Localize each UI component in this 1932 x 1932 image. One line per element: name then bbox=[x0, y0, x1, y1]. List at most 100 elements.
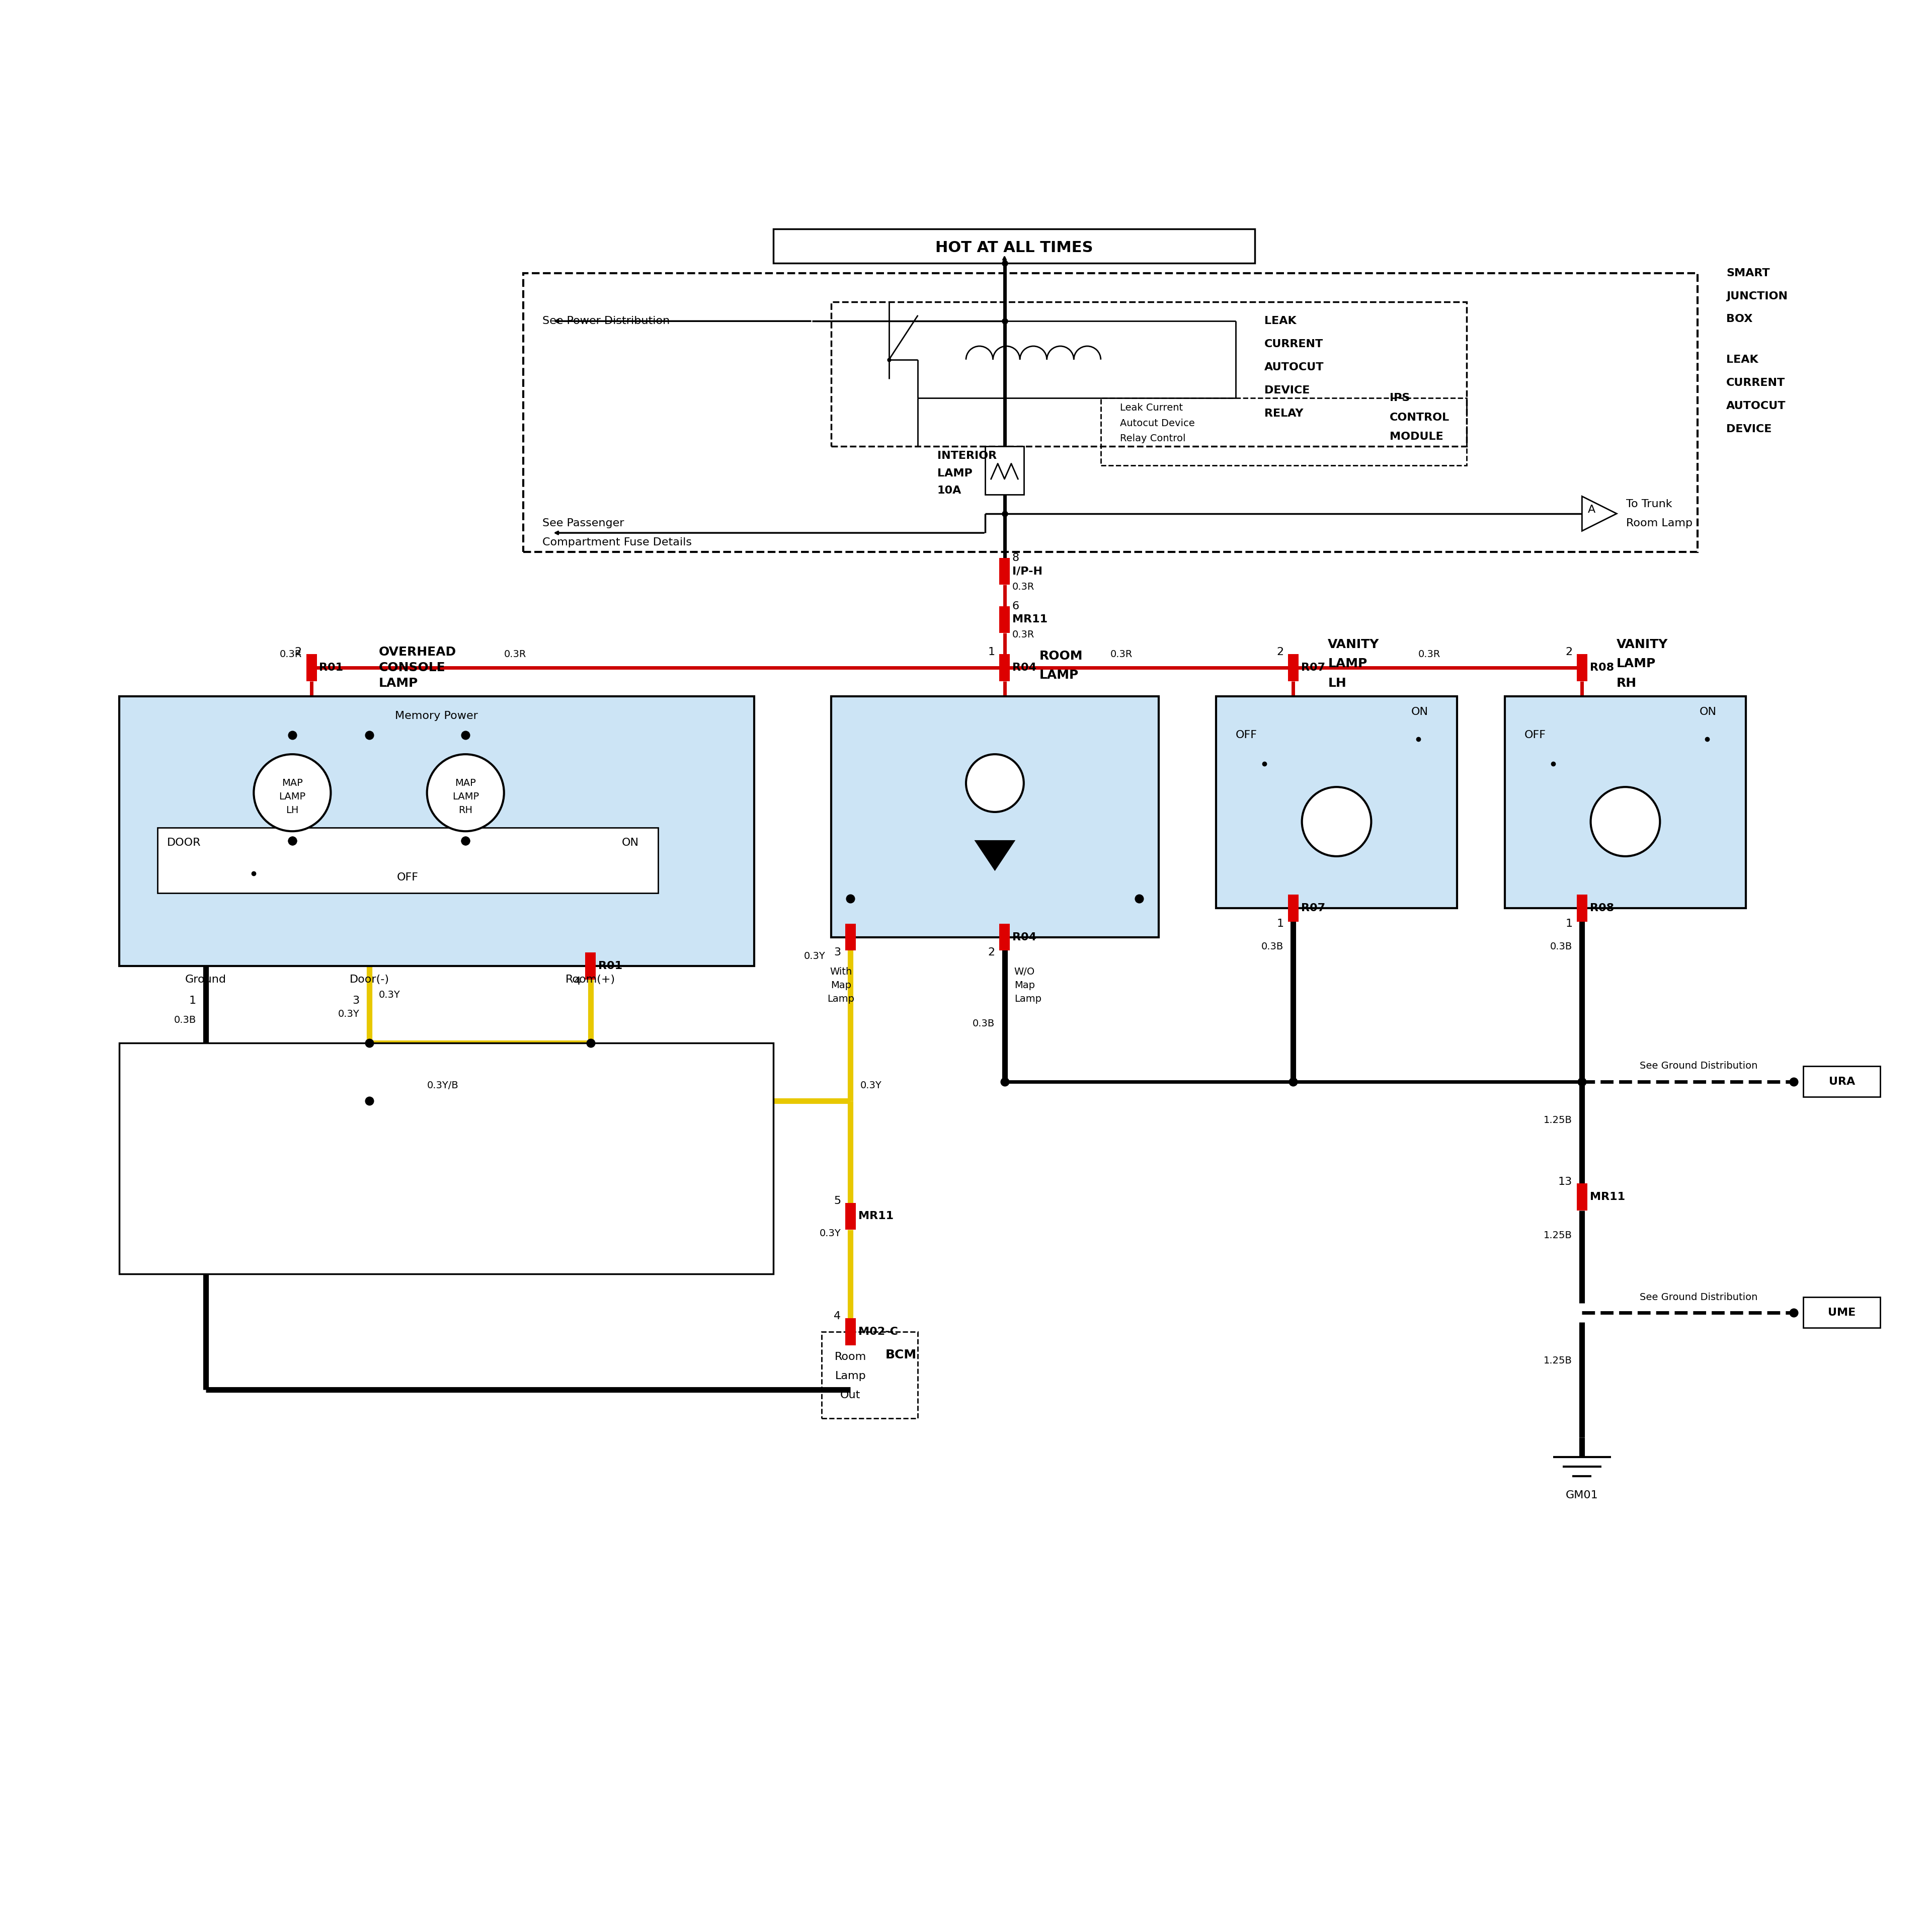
Bar bbox=[1217, 697, 1457, 908]
Text: See Ground Distribution: See Ground Distribution bbox=[1640, 1061, 1758, 1070]
Text: OFF: OFF bbox=[1524, 730, 1546, 740]
Text: 1.25B: 1.25B bbox=[1544, 1115, 1573, 1124]
Bar bbox=[844, 923, 856, 951]
Text: ON: ON bbox=[1700, 707, 1718, 717]
Text: See Passenger: See Passenger bbox=[543, 518, 624, 527]
Text: Lamp: Lamp bbox=[1014, 993, 1041, 1003]
Text: 0.3Y: 0.3Y bbox=[379, 989, 400, 999]
Text: MAP: MAP bbox=[282, 779, 303, 788]
Text: W/O: W/O bbox=[1014, 968, 1036, 976]
Text: R01: R01 bbox=[319, 663, 344, 672]
Text: DEVICE: DEVICE bbox=[1264, 384, 1310, 396]
Text: 0.3Y: 0.3Y bbox=[338, 1009, 359, 1018]
Text: 3: 3 bbox=[352, 995, 359, 1007]
Text: LAMP: LAMP bbox=[379, 676, 417, 690]
Bar bbox=[831, 697, 1159, 937]
Text: LEAK: LEAK bbox=[1264, 317, 1296, 327]
Bar bbox=[1803, 1296, 1880, 1327]
Text: R01: R01 bbox=[599, 960, 622, 972]
Bar bbox=[1803, 1066, 1880, 1097]
Text: OFF: OFF bbox=[1235, 730, 1258, 740]
Text: A: A bbox=[1588, 504, 1596, 514]
Bar bbox=[120, 1043, 773, 1273]
Text: 0.3Y: 0.3Y bbox=[860, 1080, 881, 1090]
Text: JUNCTION: JUNCTION bbox=[1727, 292, 1787, 301]
Text: 0.3R: 0.3R bbox=[1012, 630, 1034, 639]
Bar bbox=[844, 1204, 856, 1231]
Text: LH: LH bbox=[1327, 676, 1347, 690]
Bar bbox=[999, 923, 1010, 951]
Text: CURRENT: CURRENT bbox=[1264, 340, 1323, 350]
Text: 2: 2 bbox=[1277, 647, 1283, 657]
Text: MR11: MR11 bbox=[1590, 1192, 1625, 1202]
Text: 0.3R: 0.3R bbox=[1012, 582, 1034, 591]
Text: R04: R04 bbox=[1012, 663, 1036, 672]
Bar bbox=[524, 272, 1698, 553]
Text: CONTROL: CONTROL bbox=[1389, 412, 1449, 423]
Text: R08: R08 bbox=[1590, 663, 1613, 672]
Text: R07: R07 bbox=[1300, 663, 1325, 672]
Text: MODULE: MODULE bbox=[1389, 431, 1443, 442]
Text: OFF: OFF bbox=[396, 873, 419, 883]
Circle shape bbox=[253, 753, 330, 831]
Text: ON: ON bbox=[1410, 707, 1428, 717]
Circle shape bbox=[1302, 786, 1372, 856]
Text: To Trunk: To Trunk bbox=[1627, 498, 1673, 508]
Text: Autocut Device: Autocut Device bbox=[1121, 419, 1194, 427]
Text: 0.3B: 0.3B bbox=[1549, 943, 1573, 952]
Text: 8: 8 bbox=[1012, 553, 1020, 562]
Text: DEVICE: DEVICE bbox=[1727, 423, 1772, 435]
Text: BCM: BCM bbox=[885, 1349, 916, 1360]
Text: Relay Control: Relay Control bbox=[1121, 435, 1186, 442]
Text: CONSOLE: CONSOLE bbox=[379, 661, 446, 674]
Text: Map: Map bbox=[831, 980, 852, 989]
Text: Out: Out bbox=[840, 1391, 860, 1401]
Text: Room Lamp: Room Lamp bbox=[1627, 518, 1692, 527]
Text: 2: 2 bbox=[296, 647, 301, 657]
Bar bbox=[120, 697, 753, 966]
Bar bbox=[1289, 895, 1298, 922]
Text: RELAY: RELAY bbox=[1264, 408, 1304, 419]
Bar bbox=[1505, 697, 1747, 908]
Text: MAP: MAP bbox=[456, 779, 475, 788]
Text: 2: 2 bbox=[1565, 647, 1573, 657]
Text: AUTOCUT: AUTOCUT bbox=[1727, 400, 1785, 412]
Text: ON: ON bbox=[622, 838, 639, 848]
Text: Room: Room bbox=[835, 1352, 866, 1362]
Bar bbox=[999, 607, 1010, 634]
Text: HOT AT ALL TIMES: HOT AT ALL TIMES bbox=[935, 242, 1094, 255]
Text: ROOM: ROOM bbox=[1039, 649, 1082, 663]
Text: 0.3Y: 0.3Y bbox=[819, 1229, 840, 1238]
Text: LAMP: LAMP bbox=[1617, 657, 1656, 670]
Text: 1: 1 bbox=[1277, 918, 1283, 929]
Text: 1: 1 bbox=[189, 995, 195, 1007]
Bar bbox=[831, 301, 1466, 446]
Text: 5: 5 bbox=[835, 1196, 840, 1206]
Bar bbox=[821, 1331, 918, 1418]
Bar bbox=[1577, 1184, 1588, 1211]
Text: M02-C: M02-C bbox=[858, 1327, 898, 1337]
Text: IPS: IPS bbox=[1389, 392, 1410, 404]
Text: Door(-): Door(-) bbox=[350, 974, 388, 985]
Text: 3: 3 bbox=[835, 947, 840, 958]
Bar bbox=[1577, 655, 1588, 682]
Bar bbox=[999, 558, 1010, 585]
Text: 0.3Y/B: 0.3Y/B bbox=[427, 1080, 458, 1090]
Text: 2: 2 bbox=[987, 947, 995, 958]
Text: LAMP: LAMP bbox=[937, 468, 972, 479]
Text: URA: URA bbox=[1830, 1076, 1855, 1086]
Bar bbox=[1289, 655, 1298, 682]
Text: GM01: GM01 bbox=[1565, 1490, 1598, 1501]
Bar bbox=[585, 952, 595, 980]
Text: 4: 4 bbox=[835, 1312, 840, 1321]
Text: LAMP: LAMP bbox=[1327, 657, 1368, 670]
Polygon shape bbox=[976, 840, 1014, 869]
Bar bbox=[158, 827, 659, 893]
Bar bbox=[1577, 895, 1588, 922]
Text: 1: 1 bbox=[1565, 918, 1573, 929]
Bar bbox=[985, 446, 1024, 495]
Text: DOOR: DOOR bbox=[168, 838, 201, 848]
Text: VANITY: VANITY bbox=[1617, 638, 1667, 651]
Text: Ground: Ground bbox=[185, 974, 226, 985]
Text: See Power Distribution: See Power Distribution bbox=[543, 317, 670, 327]
